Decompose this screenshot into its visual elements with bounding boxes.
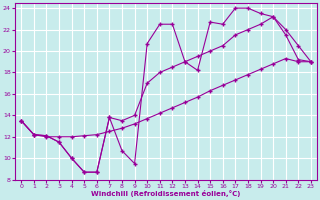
X-axis label: Windchill (Refroidissement éolien,°C): Windchill (Refroidissement éolien,°C) [92, 190, 241, 197]
